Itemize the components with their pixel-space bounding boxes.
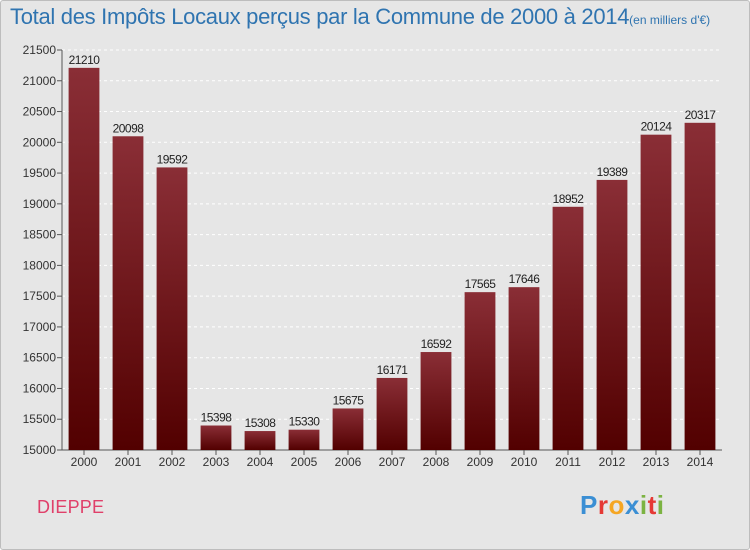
data-label: 20124	[641, 120, 673, 134]
chart-title: Total des Impôts Locaux perçus par la Co…	[10, 4, 710, 30]
bar-2014	[684, 122, 716, 451]
data-label: 17646	[509, 272, 541, 286]
bar-2006	[332, 408, 364, 450]
x-tick-label: 2008	[423, 455, 450, 469]
data-label: 18952	[553, 192, 585, 206]
y-tick-label: 20500	[23, 105, 57, 119]
y-tick-label: 18000	[23, 258, 57, 272]
bar-2007	[376, 377, 408, 450]
bar-2003	[200, 425, 232, 450]
y-tick-label: 17500	[23, 289, 57, 303]
y-tick-label: 15000	[23, 443, 57, 457]
data-label: 17565	[465, 277, 497, 291]
y-tick-label: 19000	[23, 197, 57, 211]
y-tick-label: 21500	[23, 43, 57, 57]
bar-2012	[596, 179, 628, 450]
x-tick-label: 2005	[291, 455, 318, 469]
chart-title-text: Total des Impôts Locaux perçus par la Co…	[10, 4, 630, 29]
data-label: 19389	[597, 165, 629, 179]
data-label: 15330	[289, 415, 321, 429]
x-tick-label: 2001	[115, 455, 142, 469]
data-label: 21210	[69, 53, 101, 67]
x-tick-label: 2003	[203, 455, 230, 469]
chart-title-unit: (en milliers d'€)	[629, 13, 711, 27]
logo-letter: r	[597, 490, 609, 520]
bar-2011	[552, 206, 584, 450]
logo-letter: P	[580, 490, 598, 520]
logo-letter: t	[647, 490, 657, 520]
data-label: 15675	[333, 393, 365, 407]
y-tick-label: 16000	[23, 381, 57, 395]
x-tick-label: 2006	[335, 455, 362, 469]
y-tick-label: 17000	[23, 320, 57, 334]
bar-2000	[68, 67, 100, 450]
data-label: 20098	[113, 121, 145, 135]
bar-2008	[420, 352, 452, 450]
y-tick-label: 16500	[23, 351, 57, 365]
data-label: 19592	[157, 152, 189, 166]
x-tick-label: 2012	[599, 455, 626, 469]
bar-2005	[288, 429, 320, 450]
data-label: 20317	[685, 108, 717, 122]
x-tick-label: 2004	[247, 455, 274, 469]
bar-2001	[112, 136, 144, 450]
y-tick-label: 19500	[23, 166, 57, 180]
y-tick-label: 20000	[23, 135, 57, 149]
x-tick-label: 2010	[511, 455, 538, 469]
logo-letter: i	[656, 490, 665, 520]
x-tick-label: 2007	[379, 455, 406, 469]
bar-2013	[640, 134, 672, 450]
bar-2010	[508, 287, 540, 450]
data-label: 15398	[201, 411, 233, 425]
bar-2002	[156, 167, 188, 450]
y-tick-label: 18500	[23, 228, 57, 242]
y-tick-label: 15500	[23, 412, 57, 426]
logo-letter: i	[639, 490, 648, 520]
axes: 15000 15500 16000 16500 17000 17500 18000 18500…	[23, 43, 722, 469]
data-label: 15308	[245, 416, 277, 430]
commune-name: DIEPPE	[37, 497, 105, 517]
data-label: 16592	[421, 337, 453, 351]
proxiti-logo[interactable]: Proxiti	[580, 490, 664, 521]
bars: 21210 20098 19592 15398 15308 15330 15675 16171…	[68, 53, 717, 451]
x-tick-label: 2011	[555, 455, 581, 469]
data-label: 16171	[377, 363, 409, 377]
x-tick-label: 2013	[643, 455, 670, 469]
y-tick-label: 21000	[23, 74, 57, 88]
x-tick-label: 2002	[159, 455, 186, 469]
x-tick-label: 2000	[71, 455, 98, 469]
bar-2009	[464, 292, 496, 450]
bar-2004	[244, 431, 276, 450]
x-tick-label: 2009	[467, 455, 494, 469]
x-tick-label: 2014	[687, 455, 714, 469]
logo-letter: o	[608, 490, 625, 520]
logo-letter: x	[624, 490, 640, 520]
